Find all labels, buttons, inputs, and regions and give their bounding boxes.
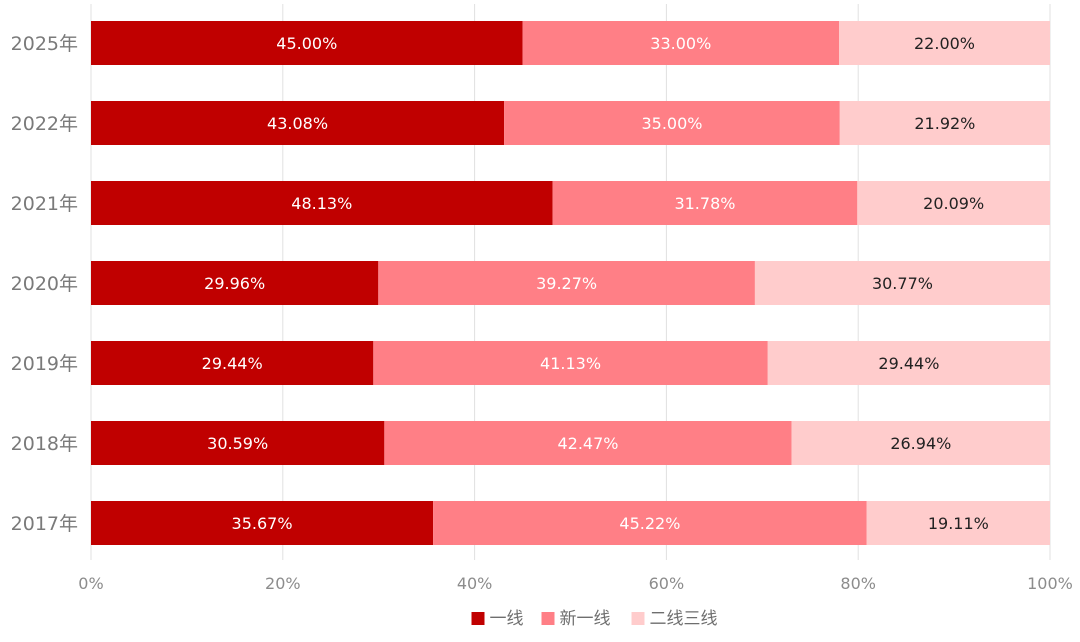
bar-segment	[791, 421, 1050, 465]
bar-segment	[91, 101, 505, 145]
data-label: 29.96%	[204, 274, 265, 293]
category-label: 2018年	[11, 433, 78, 455]
bar-segment	[91, 261, 379, 305]
legend-item: 一线	[471, 609, 524, 629]
data-label: 48.13%	[291, 194, 352, 213]
bar-row: 2019年 29.44% 41.13% 29.44%	[11, 341, 1051, 385]
data-label: 42.47%	[557, 434, 618, 453]
legend-item: 二线三线	[631, 609, 718, 629]
x-axis-ticks: 0% 20% 40% 60% 80% 100%	[78, 574, 1073, 593]
data-label: 35.00%	[641, 114, 702, 133]
data-label: 30.59%	[207, 434, 268, 453]
bar-segment	[839, 101, 1050, 145]
bar-segment	[91, 341, 374, 385]
legend-swatch	[631, 612, 645, 625]
x-tick-label: 80%	[840, 574, 876, 593]
bar-segment	[552, 181, 858, 225]
x-tick-label: 60%	[649, 574, 685, 593]
data-label: 29.44%	[202, 354, 263, 373]
bar-row: 2025年 45.00% 33.00% 22.00%	[11, 21, 1050, 65]
category-label: 2025年	[11, 33, 78, 55]
bar-row: 2022年 43.08% 35.00% 21.92%	[11, 101, 1050, 145]
bars: 2025年 45.00% 33.00% 22.00% 2022年 43.08% 35.00%…	[11, 21, 1051, 545]
bar-segment	[754, 261, 1050, 305]
bar-row: 2021年 48.13% 31.78% 20.09%	[11, 181, 1050, 225]
bar-segment	[384, 421, 792, 465]
data-label: 20.09%	[923, 194, 984, 213]
data-label: 41.13%	[540, 354, 601, 373]
bar-segment	[866, 501, 1050, 545]
bar-segment	[91, 181, 553, 225]
bar-segment	[378, 261, 755, 305]
x-tick-label: 20%	[265, 574, 301, 593]
bar-segment	[839, 21, 1050, 65]
data-label: 30.77%	[872, 274, 933, 293]
category-label: 2022年	[11, 113, 78, 135]
data-label: 22.00%	[914, 34, 975, 53]
legend: 一线 新一线 二线三线	[471, 609, 718, 629]
x-tick-label: 0%	[78, 574, 103, 593]
legend-label: 二线三线	[650, 609, 718, 629]
bar-row: 2018年 30.59% 42.47% 26.94%	[11, 421, 1050, 465]
bar-row: 2017年 35.67% 45.22% 19.11%	[11, 501, 1050, 545]
legend-item: 新一线	[541, 609, 611, 629]
category-label: 2020年	[11, 273, 78, 295]
data-label: 35.67%	[232, 514, 293, 533]
data-label: 45.00%	[276, 34, 337, 53]
bar-row: 2020年 29.96% 39.27% 30.77%	[11, 261, 1050, 305]
data-label: 43.08%	[267, 114, 328, 133]
category-label: 2017年	[11, 513, 78, 535]
bar-segment	[91, 21, 523, 65]
data-label: 21.92%	[914, 114, 975, 133]
bar-segment	[504, 101, 840, 145]
data-label: 39.27%	[536, 274, 597, 293]
legend-swatch	[541, 612, 555, 625]
data-label: 31.78%	[674, 194, 735, 213]
legend-label: 新一线	[560, 609, 611, 629]
bar-segment	[373, 341, 768, 385]
legend-label: 一线	[490, 609, 524, 629]
category-label: 2021年	[11, 193, 78, 215]
data-label: 19.11%	[928, 514, 989, 533]
x-tick-label: 100%	[1027, 574, 1073, 593]
data-label: 45.22%	[619, 514, 680, 533]
x-tick-label: 40%	[457, 574, 493, 593]
bar-segment	[857, 181, 1050, 225]
bar-segment	[91, 421, 385, 465]
bar-segment	[433, 501, 867, 545]
data-label: 29.44%	[878, 354, 939, 373]
data-label: 26.94%	[890, 434, 951, 453]
category-label: 2019年	[11, 353, 78, 375]
data-label: 33.00%	[650, 34, 711, 53]
bar-segment	[767, 341, 1051, 385]
bar-segment	[522, 21, 840, 65]
bar-segment	[91, 501, 434, 545]
legend-swatch	[471, 612, 485, 625]
